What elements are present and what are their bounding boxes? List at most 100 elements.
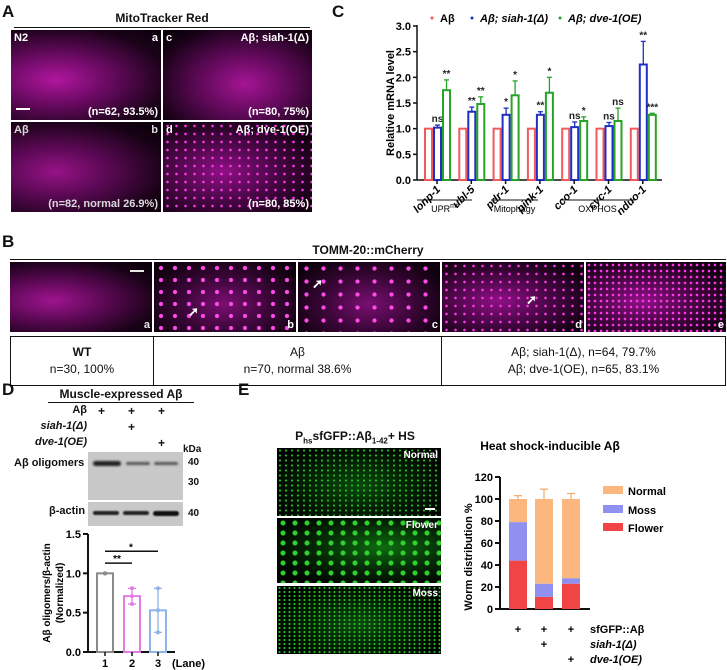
micrograph-c: c Aβ; siah-1(Δ) (n=80, 75%) (163, 30, 312, 120)
svg-text:100: 100 (475, 494, 493, 506)
svg-text:3.0: 3.0 (396, 21, 411, 33)
plus-mark: + (128, 404, 136, 418)
svg-text:Aβ; siah-1(Δ): Aβ; siah-1(Δ) (479, 13, 548, 25)
band (93, 461, 121, 466)
tomm-image-c: ➚ c (298, 262, 440, 332)
arrow-icon: ➚ (526, 292, 537, 307)
svg-text:(Lane): (Lane) (172, 658, 205, 670)
image-tag: N2 (14, 32, 29, 44)
svg-text:ns: ns (569, 111, 581, 122)
cell-line2: n=70, normal 38.6% (243, 362, 352, 376)
plus-mark: + (128, 420, 136, 434)
svg-text:Normal: Normal (628, 486, 666, 498)
svg-text:+: + (568, 654, 574, 666)
genotype-label: siah-1(Δ) (40, 420, 87, 432)
svg-text:UPRmt: UPRmt (431, 203, 458, 214)
gfp-image-flower: Flower (277, 518, 441, 583)
svg-text:Heat shock-inducible Aβ: Heat shock-inducible Aβ (480, 439, 620, 453)
mrna-bar-chart: Aβ Aβ; siah-1(Δ) Aβ; dve-1(OE) 0.0 0.5 1.0 1.5… (385, 13, 662, 215)
svg-text:Aβ oligomers/β-actin: Aβ oligomers/β-actin (42, 543, 53, 642)
plus-mark: + (158, 404, 166, 418)
title-sub-hs: hs (303, 436, 313, 446)
panel-b-label: B (2, 232, 15, 251)
blot-actin-label: β-actin (49, 505, 86, 517)
panel-b-title: TOMM-20::mCherry (312, 243, 424, 257)
genotype-label: Aβ (72, 404, 87, 416)
svg-text:1.5: 1.5 (396, 98, 411, 110)
panel-d-title: Muscle-expressed Aβ (59, 387, 183, 401)
plus-mark: + (158, 436, 166, 450)
svg-text:0: 0 (487, 604, 493, 616)
svg-text:+: + (568, 624, 574, 636)
svg-text:1.0: 1.0 (396, 124, 411, 136)
svg-text:Moss: Moss (628, 505, 656, 517)
cell-line1: Aβ; siah-1(Δ), n=64, 79.7% (511, 345, 656, 359)
tomm-image-d: ➚ d (442, 262, 584, 332)
image-letter: a (143, 319, 150, 331)
table-cell-mutants: Aβ; siah-1(Δ), n=64, 79.7% Aβ; dve-1(OE)… (442, 337, 725, 385)
panel-a-title-line (14, 27, 310, 28)
panel-d-label: D (2, 380, 15, 399)
title-sub-142: 1-42 (371, 436, 388, 446)
image-letter: e (717, 319, 724, 331)
genotype-rows: Aβ + + + siah-1(Δ) + dve-1(OE) + (0, 404, 240, 464)
tomm-image-b: ➚ b (154, 262, 296, 332)
svg-text:sfGFP::Aβ: sfGFP::Aβ (590, 624, 645, 636)
blot-oligomers-label: Aβ oligomers (14, 457, 85, 469)
image-tag: Aβ; dve-1(OE) (235, 124, 309, 136)
phenotype-table: WT n=30, 100% Aβ n=70, normal 38.6% Aβ; … (10, 336, 726, 386)
marker-30: 30 (188, 477, 200, 488)
plus-mark: + (98, 404, 106, 418)
panel-e-image-title: PhssfGFP::Aβ1-42+ HS (280, 429, 430, 445)
tomm-image-e: e (586, 262, 726, 332)
svg-text:0.0: 0.0 (66, 647, 81, 659)
svg-text:20: 20 (481, 582, 493, 594)
svg-text:**: ** (639, 30, 647, 41)
marker-actin-40: 40 (188, 508, 200, 519)
band (154, 462, 178, 465)
image-count: (n=62, 93.5%) (87, 106, 158, 118)
band (126, 462, 150, 465)
image-count: (n=80, 75%) (248, 106, 309, 118)
svg-text:**: ** (443, 69, 451, 80)
western-blot-oligomers (88, 452, 183, 500)
svg-text:2: 2 (129, 658, 135, 670)
genotype-label: dve-1(OE) (35, 436, 87, 448)
svg-text:Worm distribution %: Worm distribution % (463, 503, 475, 611)
image-tag: Moss (412, 588, 438, 599)
title-p: P (295, 429, 304, 443)
svg-text:cco-1: cco-1 (552, 184, 581, 213)
svg-text:nduo-1: nduo-1 (615, 184, 649, 215)
svg-text:+: + (515, 624, 521, 636)
panel-c-label: C (332, 2, 345, 21)
marker-40: 40 (188, 457, 200, 468)
image-tag: Flower (405, 520, 438, 531)
svg-text:60: 60 (481, 538, 493, 550)
svg-text:0.5: 0.5 (396, 149, 411, 161)
svg-text:**: ** (537, 101, 545, 112)
gfp-image-normal: Normal (277, 448, 441, 516)
panel-e-label: E (238, 380, 250, 399)
micrograph-b: Aβ b (n=82, normal 26.9%) (11, 122, 161, 212)
svg-text:***: *** (646, 102, 658, 113)
svg-text:ns: ns (432, 114, 444, 125)
tomm-image-a: a (10, 262, 152, 332)
image-letter: c (166, 32, 173, 44)
image-tag: Normal (403, 450, 438, 461)
svg-text:Aβ; dve-1(OE): Aβ; dve-1(OE) (567, 13, 642, 25)
table-cell-abeta: Aβ n=70, normal 38.6% (154, 337, 442, 385)
svg-text:1.5: 1.5 (66, 529, 81, 541)
svg-text:+: + (541, 639, 547, 651)
svg-text:Aβ: Aβ (440, 13, 455, 25)
image-letter: d (575, 319, 582, 331)
scale-bar (425, 508, 435, 510)
svg-text:3: 3 (155, 658, 161, 670)
svg-text:OXPHOS: OXPHOS (578, 204, 617, 214)
svg-text:ns: ns (612, 97, 624, 108)
panel-d-title-line (48, 402, 194, 403)
micrograph-a: N2 a (n=62, 93.5%) (11, 30, 161, 120)
svg-text:*: * (547, 66, 551, 77)
kda-label: kDa (183, 444, 202, 455)
svg-text:**: ** (468, 96, 476, 107)
scale-bar (16, 108, 30, 110)
